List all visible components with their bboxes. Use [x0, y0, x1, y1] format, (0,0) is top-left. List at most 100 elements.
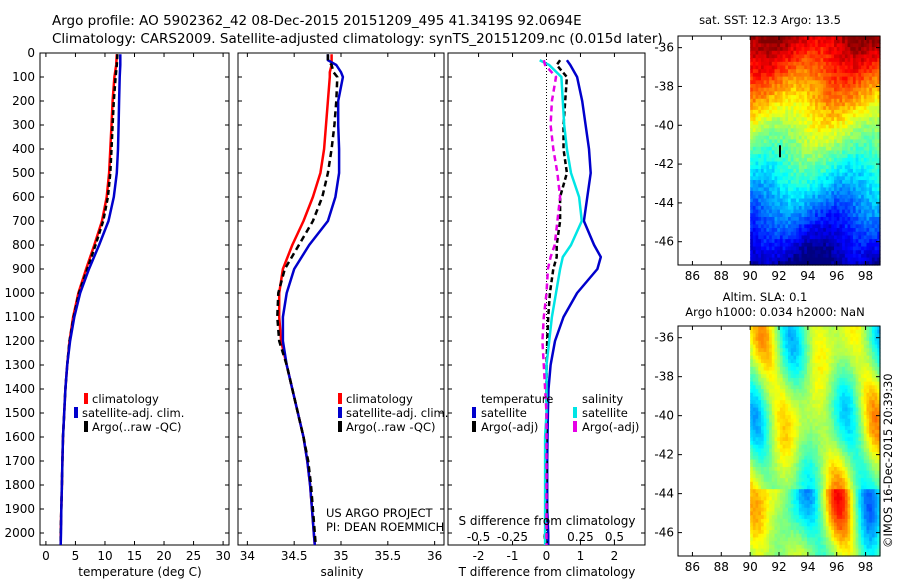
map-cell: [815, 65, 819, 70]
map-cell: [866, 58, 870, 63]
map-cell: [834, 172, 838, 177]
map-cell: [760, 348, 765, 353]
map-cell: [755, 415, 759, 420]
map-cell: [774, 337, 778, 342]
map-cell: [793, 150, 797, 155]
map-cell: [839, 448, 843, 453]
map-cell: [774, 165, 778, 170]
map-cell: [831, 433, 835, 438]
map-cell: [877, 246, 881, 251]
map-cell: [828, 106, 832, 111]
map-cell: [815, 180, 819, 185]
map-cell: [871, 117, 876, 122]
map-cell: [850, 161, 854, 166]
map-cell: [771, 209, 776, 214]
map-cell: [752, 392, 757, 398]
map-cell: [758, 348, 762, 353]
map-cell: [801, 377, 805, 383]
map-cell: [790, 351, 795, 357]
map-cell: [871, 326, 876, 331]
map-cell: [828, 43, 832, 48]
map-cell: [752, 109, 757, 115]
map-cell: [839, 455, 843, 461]
map-cell: [839, 43, 843, 48]
map-cell: [858, 65, 862, 70]
map-cell: [844, 370, 849, 375]
map-cell: [752, 98, 757, 104]
map-cell: [766, 333, 770, 338]
y-tick-label: 100: [12, 70, 35, 84]
map-cell: [861, 76, 865, 81]
map-cell: [777, 165, 781, 170]
map-cell: [798, 239, 803, 244]
map-cell: [760, 235, 765, 240]
map-cell: [863, 109, 868, 115]
map-cell: [798, 370, 803, 375]
map-cell: [779, 172, 784, 177]
map-cell: [847, 340, 851, 346]
map-cell: [801, 154, 805, 159]
map-cell: [869, 80, 873, 85]
map-cell: [820, 150, 824, 155]
map-cell: [796, 381, 800, 386]
map-cell: [750, 194, 754, 200]
map-cell: [825, 157, 830, 163]
map-cell: [817, 422, 822, 427]
map-cell: [782, 106, 786, 111]
map-cell: [760, 242, 765, 248]
map-cell: [763, 202, 767, 207]
map-cell: [869, 359, 873, 364]
map-cell: [752, 359, 757, 364]
map-cell: [806, 351, 811, 357]
map-cell: [801, 84, 805, 89]
map-cell: [839, 84, 843, 89]
map-cell: [874, 150, 878, 155]
map-cell: [820, 61, 824, 67]
map-cell: [796, 58, 800, 63]
map-cell: [809, 239, 813, 244]
map-cell: [782, 459, 786, 464]
map-cell: [831, 242, 835, 248]
map-cell: [760, 43, 765, 48]
map-cell: [820, 124, 824, 129]
map-cell: [779, 202, 784, 207]
map-cell: [844, 161, 849, 166]
map-cell: [839, 194, 843, 200]
map-cell: [806, 261, 811, 266]
map-cell: [793, 374, 797, 379]
map-cell: [812, 392, 816, 398]
map-cell: [858, 194, 862, 200]
map-cell: [839, 231, 843, 237]
map-cell: [820, 389, 824, 394]
map-cell: [793, 433, 797, 438]
map-cell: [755, 220, 759, 225]
map-cell: [812, 444, 816, 450]
map-cell: [788, 455, 792, 461]
map-cell: [861, 344, 865, 349]
map-cell: [801, 444, 805, 450]
map-cell: [820, 95, 824, 100]
map-cell: [812, 348, 816, 353]
map-cell: [852, 377, 857, 383]
map-cell: [817, 239, 822, 244]
map-cell: [809, 370, 813, 375]
map-cell: [790, 396, 795, 401]
map-cell: [839, 39, 843, 44]
map-cell: [752, 176, 757, 181]
map-cell: [758, 95, 762, 100]
map-cell: [758, 172, 762, 177]
map-cell: [801, 87, 805, 92]
map-cell: [866, 239, 870, 244]
map-cell: [777, 441, 781, 446]
map-cell: [874, 172, 878, 177]
map-cell: [804, 385, 808, 390]
map-cell: [769, 120, 773, 126]
map-cell: [842, 426, 846, 431]
map-cell: [847, 429, 851, 435]
map-cell: [844, 261, 849, 266]
map-cell: [847, 441, 851, 446]
map-cell: [774, 389, 778, 394]
map-cell: [820, 87, 824, 92]
map-cell: [861, 370, 865, 375]
map-cell: [836, 84, 841, 89]
